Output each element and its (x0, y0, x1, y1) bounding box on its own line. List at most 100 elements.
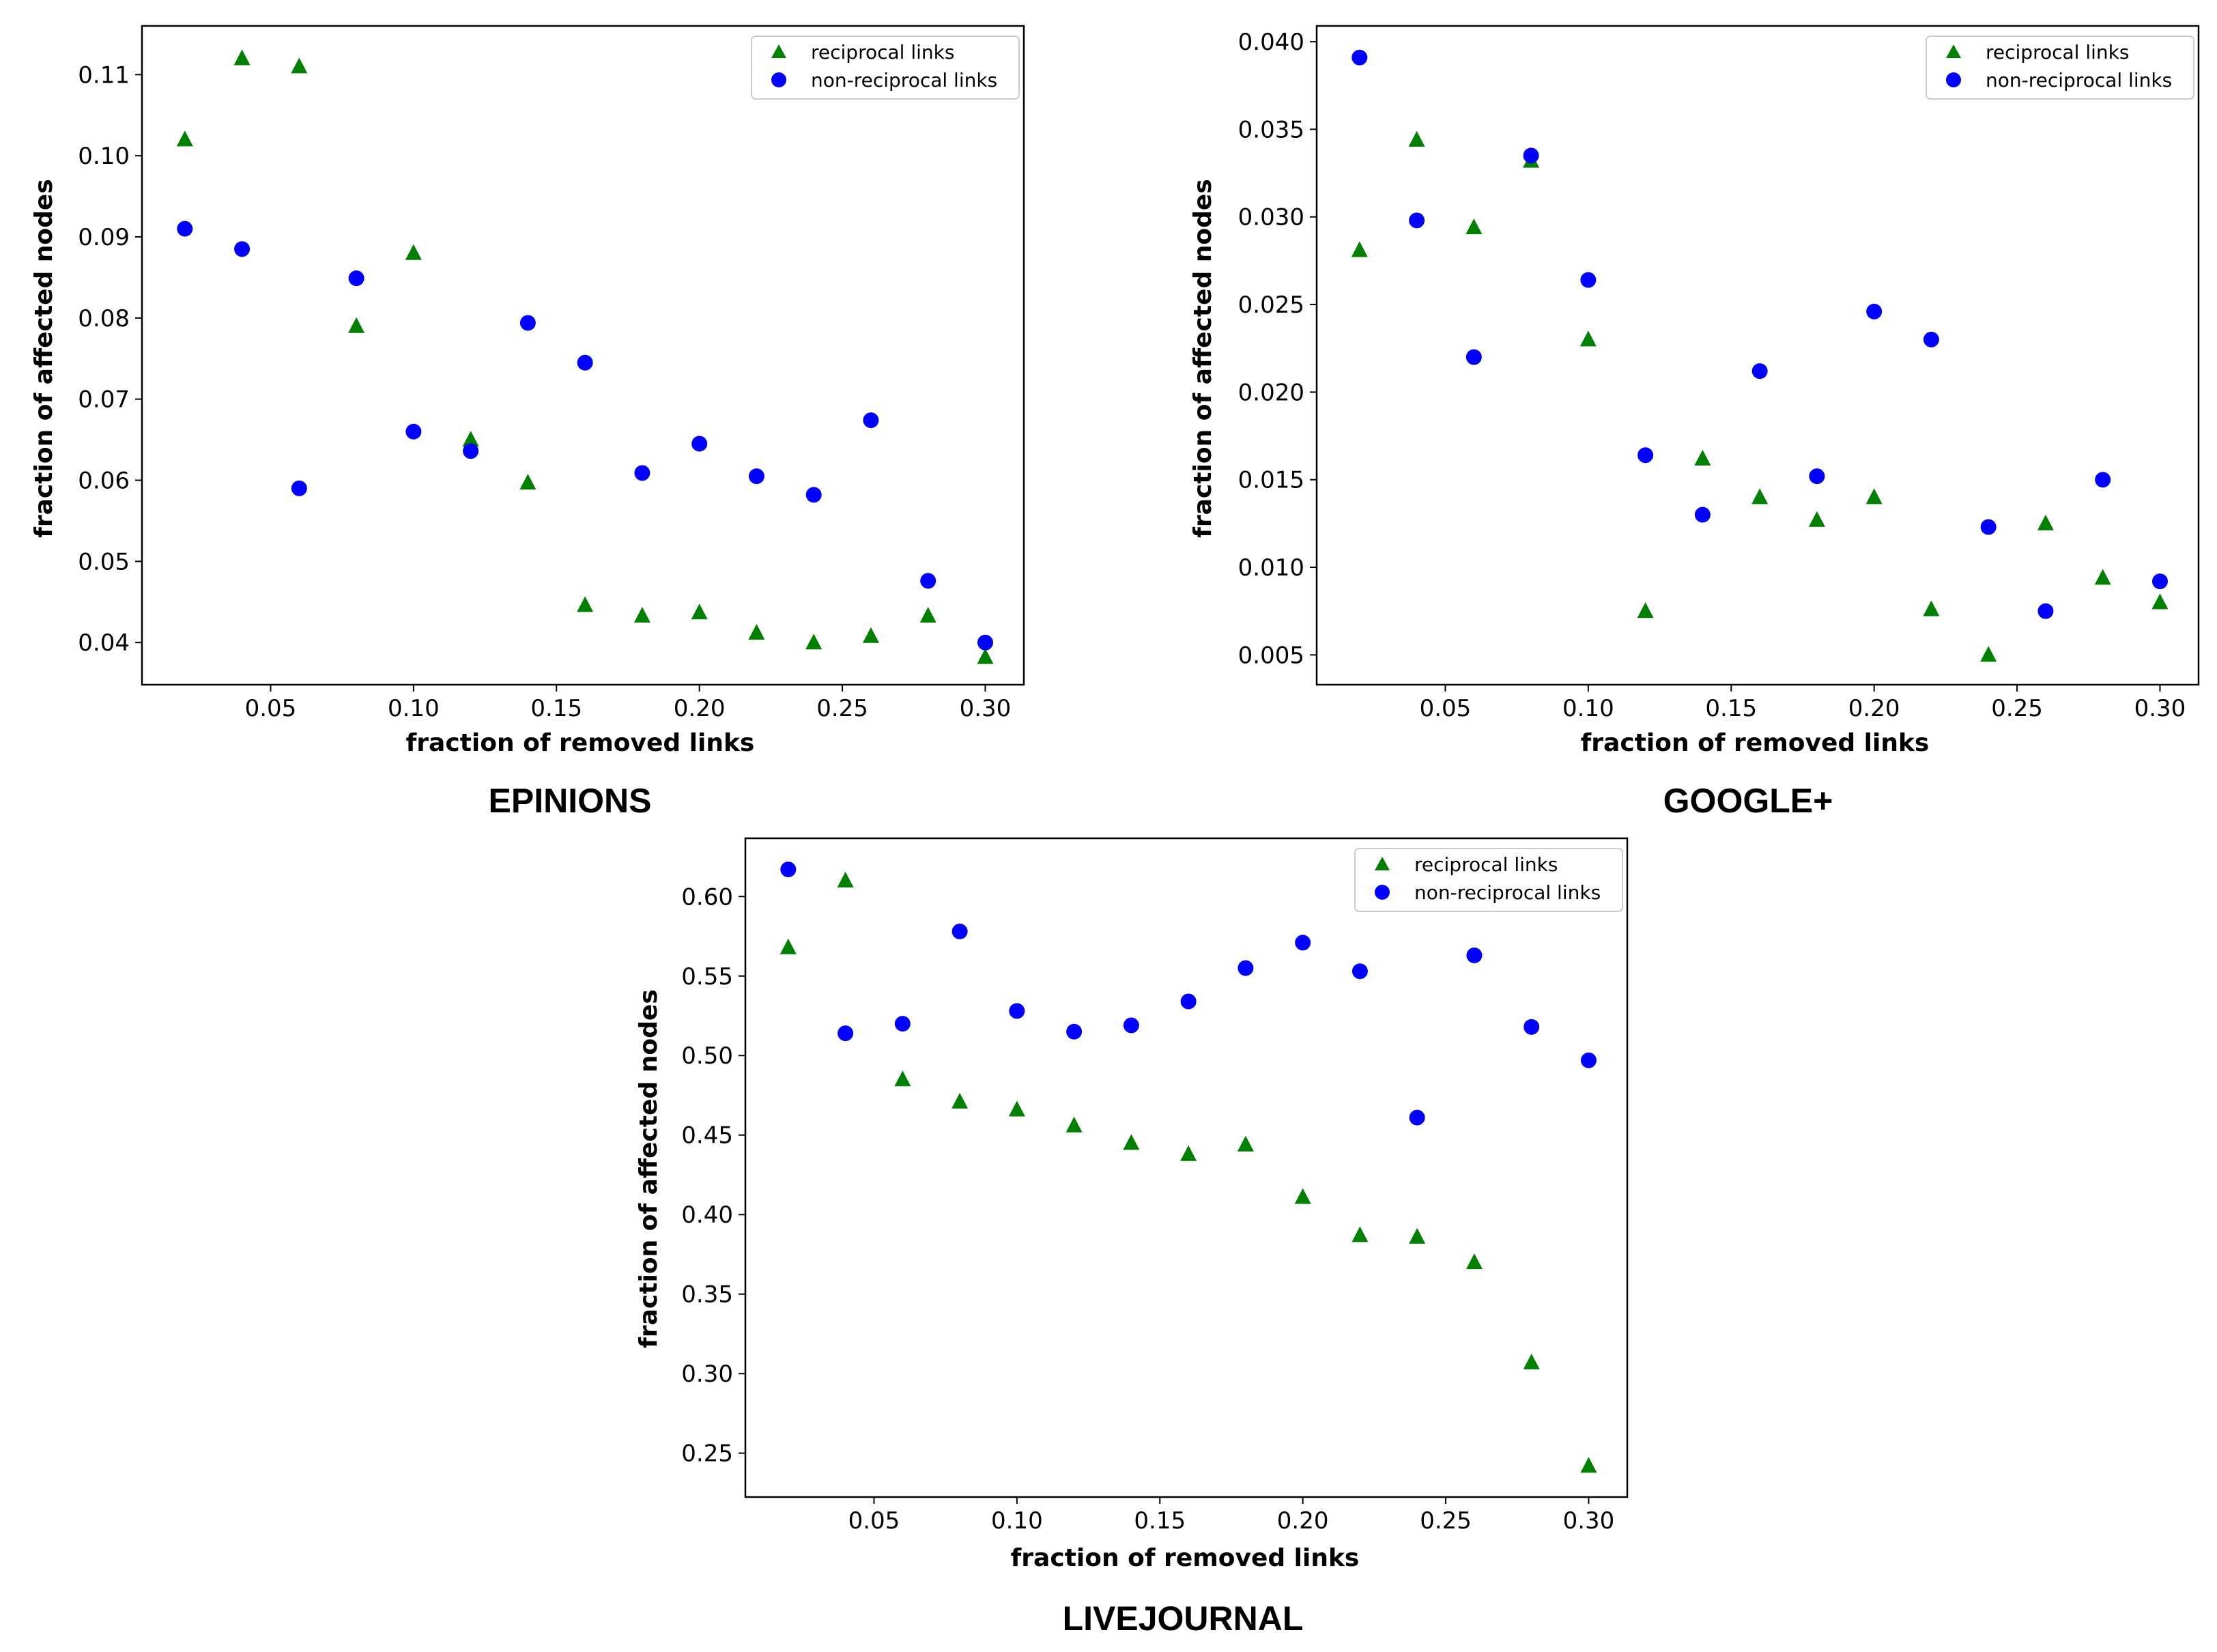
legend-circle-marker (1946, 72, 1961, 87)
reciprocal-point (1465, 218, 1483, 235)
y-tick-label: 0.005 (1238, 642, 1304, 669)
reciprocal-point (1694, 449, 1711, 466)
reciprocal-point (1065, 1116, 1083, 1133)
reciprocal-point (176, 130, 193, 147)
reciprocal-point (1008, 1100, 1025, 1117)
x-tick-label: 0.25 (816, 695, 868, 722)
y-tick-label: 0.020 (1238, 379, 1304, 406)
non-reciprocal-point (1866, 303, 1883, 319)
non-reciprocal-point (1580, 272, 1597, 288)
y-tick-label: 0.10 (78, 143, 130, 170)
reciprocal-point (919, 606, 936, 623)
non-reciprocal-point (463, 443, 479, 459)
y-tick-label: 0.015 (1238, 467, 1304, 494)
x-tick-label: 0.20 (1277, 1507, 1329, 1535)
y-tick-label: 0.06 (78, 468, 130, 495)
legend-triangle-marker (1375, 857, 1390, 870)
reciprocal-point (691, 603, 708, 620)
chart-epinions: 0.05 0.10 0.15 0.20 0.25 0.30 0.04 0.05 0.06 0.07… (30, 25, 1025, 820)
axes-livejournal: 0.05 0.10 0.15 0.20 0.25 0.30 0.25 0.30 0.35 0.40… (681, 837, 1629, 1535)
x-tick-label: 0.25 (1991, 695, 2043, 722)
y-tick-label: 0.25 (681, 1440, 733, 1468)
marks-livejournal (779, 861, 1597, 1473)
reciprocal-point (577, 596, 594, 612)
legend-label-reciprocal: reciprocal links (1414, 853, 1558, 876)
chart-livejournal: 0.05 0.10 0.15 0.20 0.25 0.30 0.25 0.30 0.35 0.40… (635, 837, 1629, 1638)
reciprocal-point (633, 606, 650, 623)
x-tick-label: 0.30 (2134, 695, 2186, 722)
y-tick-label: 0.50 (681, 1042, 733, 1070)
non-reciprocal-point (805, 487, 822, 503)
non-reciprocal-point (519, 315, 536, 331)
reciprocal-point (519, 474, 537, 490)
non-reciprocal-point (1180, 993, 1197, 1010)
y-axis-label: fraction of affected nodes (1189, 179, 1217, 538)
non-reciprocal-point (291, 480, 307, 496)
x-tick-label: 0.15 (530, 695, 582, 722)
non-reciprocal-point (1295, 935, 1311, 951)
non-reciprocal-point (1523, 147, 1539, 164)
non-reciprocal-point (952, 924, 968, 940)
reciprocal-point (2037, 514, 2054, 530)
non-reciprocal-point (577, 354, 593, 371)
non-reciprocal-point (1409, 212, 1425, 229)
non-reciprocal-point (234, 241, 251, 257)
reciprocal-point (977, 648, 994, 664)
reciprocal-point (1180, 1145, 1197, 1161)
non-reciprocal-point (1465, 349, 1482, 365)
reciprocal-point (1237, 1135, 1254, 1152)
non-reciprocal-point (748, 468, 764, 485)
x-tick-label: 0.10 (991, 1507, 1043, 1535)
legend-google-plus: reciprocal links non-reciprocal links (1926, 35, 2194, 100)
non-reciprocal-point (1066, 1023, 1083, 1040)
non-reciprocal-point (1123, 1017, 1139, 1034)
non-reciprocal-point (1694, 507, 1711, 523)
y-tick-label: 0.35 (681, 1281, 733, 1309)
reciprocal-point (837, 871, 854, 887)
x-axis-label: fraction of removed links (406, 729, 755, 757)
reciprocal-point (1865, 488, 1883, 504)
non-reciprocal-point (1580, 1052, 1597, 1068)
legend-label-non-reciprocal: non-reciprocal links (811, 69, 997, 91)
y-tick-label: 0.010 (1238, 554, 1304, 582)
x-tick-label: 0.30 (1563, 1507, 1615, 1535)
non-reciprocal-point (2151, 573, 2168, 590)
non-reciprocal-point (838, 1025, 854, 1042)
non-reciprocal-point (894, 1016, 911, 1032)
legend-label-non-reciprocal: non-reciprocal links (1986, 69, 2172, 91)
reciprocal-point (1923, 600, 1940, 616)
non-reciprocal-point (1238, 960, 1254, 976)
x-tick-label: 0.15 (1134, 1507, 1186, 1535)
legend-box (1354, 848, 1623, 912)
legend-triangle-marker (771, 44, 786, 58)
reciprocal-point (952, 1092, 969, 1109)
legend-epinions: reciprocal links non-reciprocal links (751, 35, 1020, 100)
reciprocal-point (862, 627, 879, 643)
y-tick-label: 0.55 (681, 963, 733, 991)
legend-label-reciprocal: reciprocal links (1986, 41, 2129, 63)
plot-frame (141, 25, 1025, 686)
y-tick-label: 0.11 (78, 61, 130, 89)
x-tick-label: 0.25 (1420, 1507, 1472, 1535)
non-reciprocal-point (634, 465, 650, 481)
chart-caption: EPINIONS (489, 782, 652, 820)
non-reciprocal-point (691, 436, 708, 452)
y-tick-label: 0.040 (1238, 29, 1304, 56)
reciprocal-point (1637, 602, 1654, 618)
reciprocal-point (1580, 1457, 1597, 1473)
y-tick-label: 0.07 (78, 386, 130, 414)
non-reciprocal-point (1409, 1109, 1425, 1126)
reciprocal-point (2094, 569, 2111, 585)
reciprocal-point (805, 633, 823, 650)
x-axis-label: fraction of removed links (1011, 1544, 1360, 1572)
reciprocal-point (1408, 130, 1425, 147)
legend-label-non-reciprocal: non-reciprocal links (1414, 881, 1601, 904)
axes-google-plus: 0.05 0.10 0.15 0.20 0.25 0.30 0.005 0.010 0.015 0… (1238, 25, 2200, 722)
non-reciprocal-point (1009, 1003, 1025, 1019)
reciprocal-point (779, 938, 797, 954)
reciprocal-point (1579, 330, 1597, 347)
x-tick-label: 0.10 (1562, 695, 1614, 722)
x-tick-label: 0.20 (1848, 695, 1900, 722)
